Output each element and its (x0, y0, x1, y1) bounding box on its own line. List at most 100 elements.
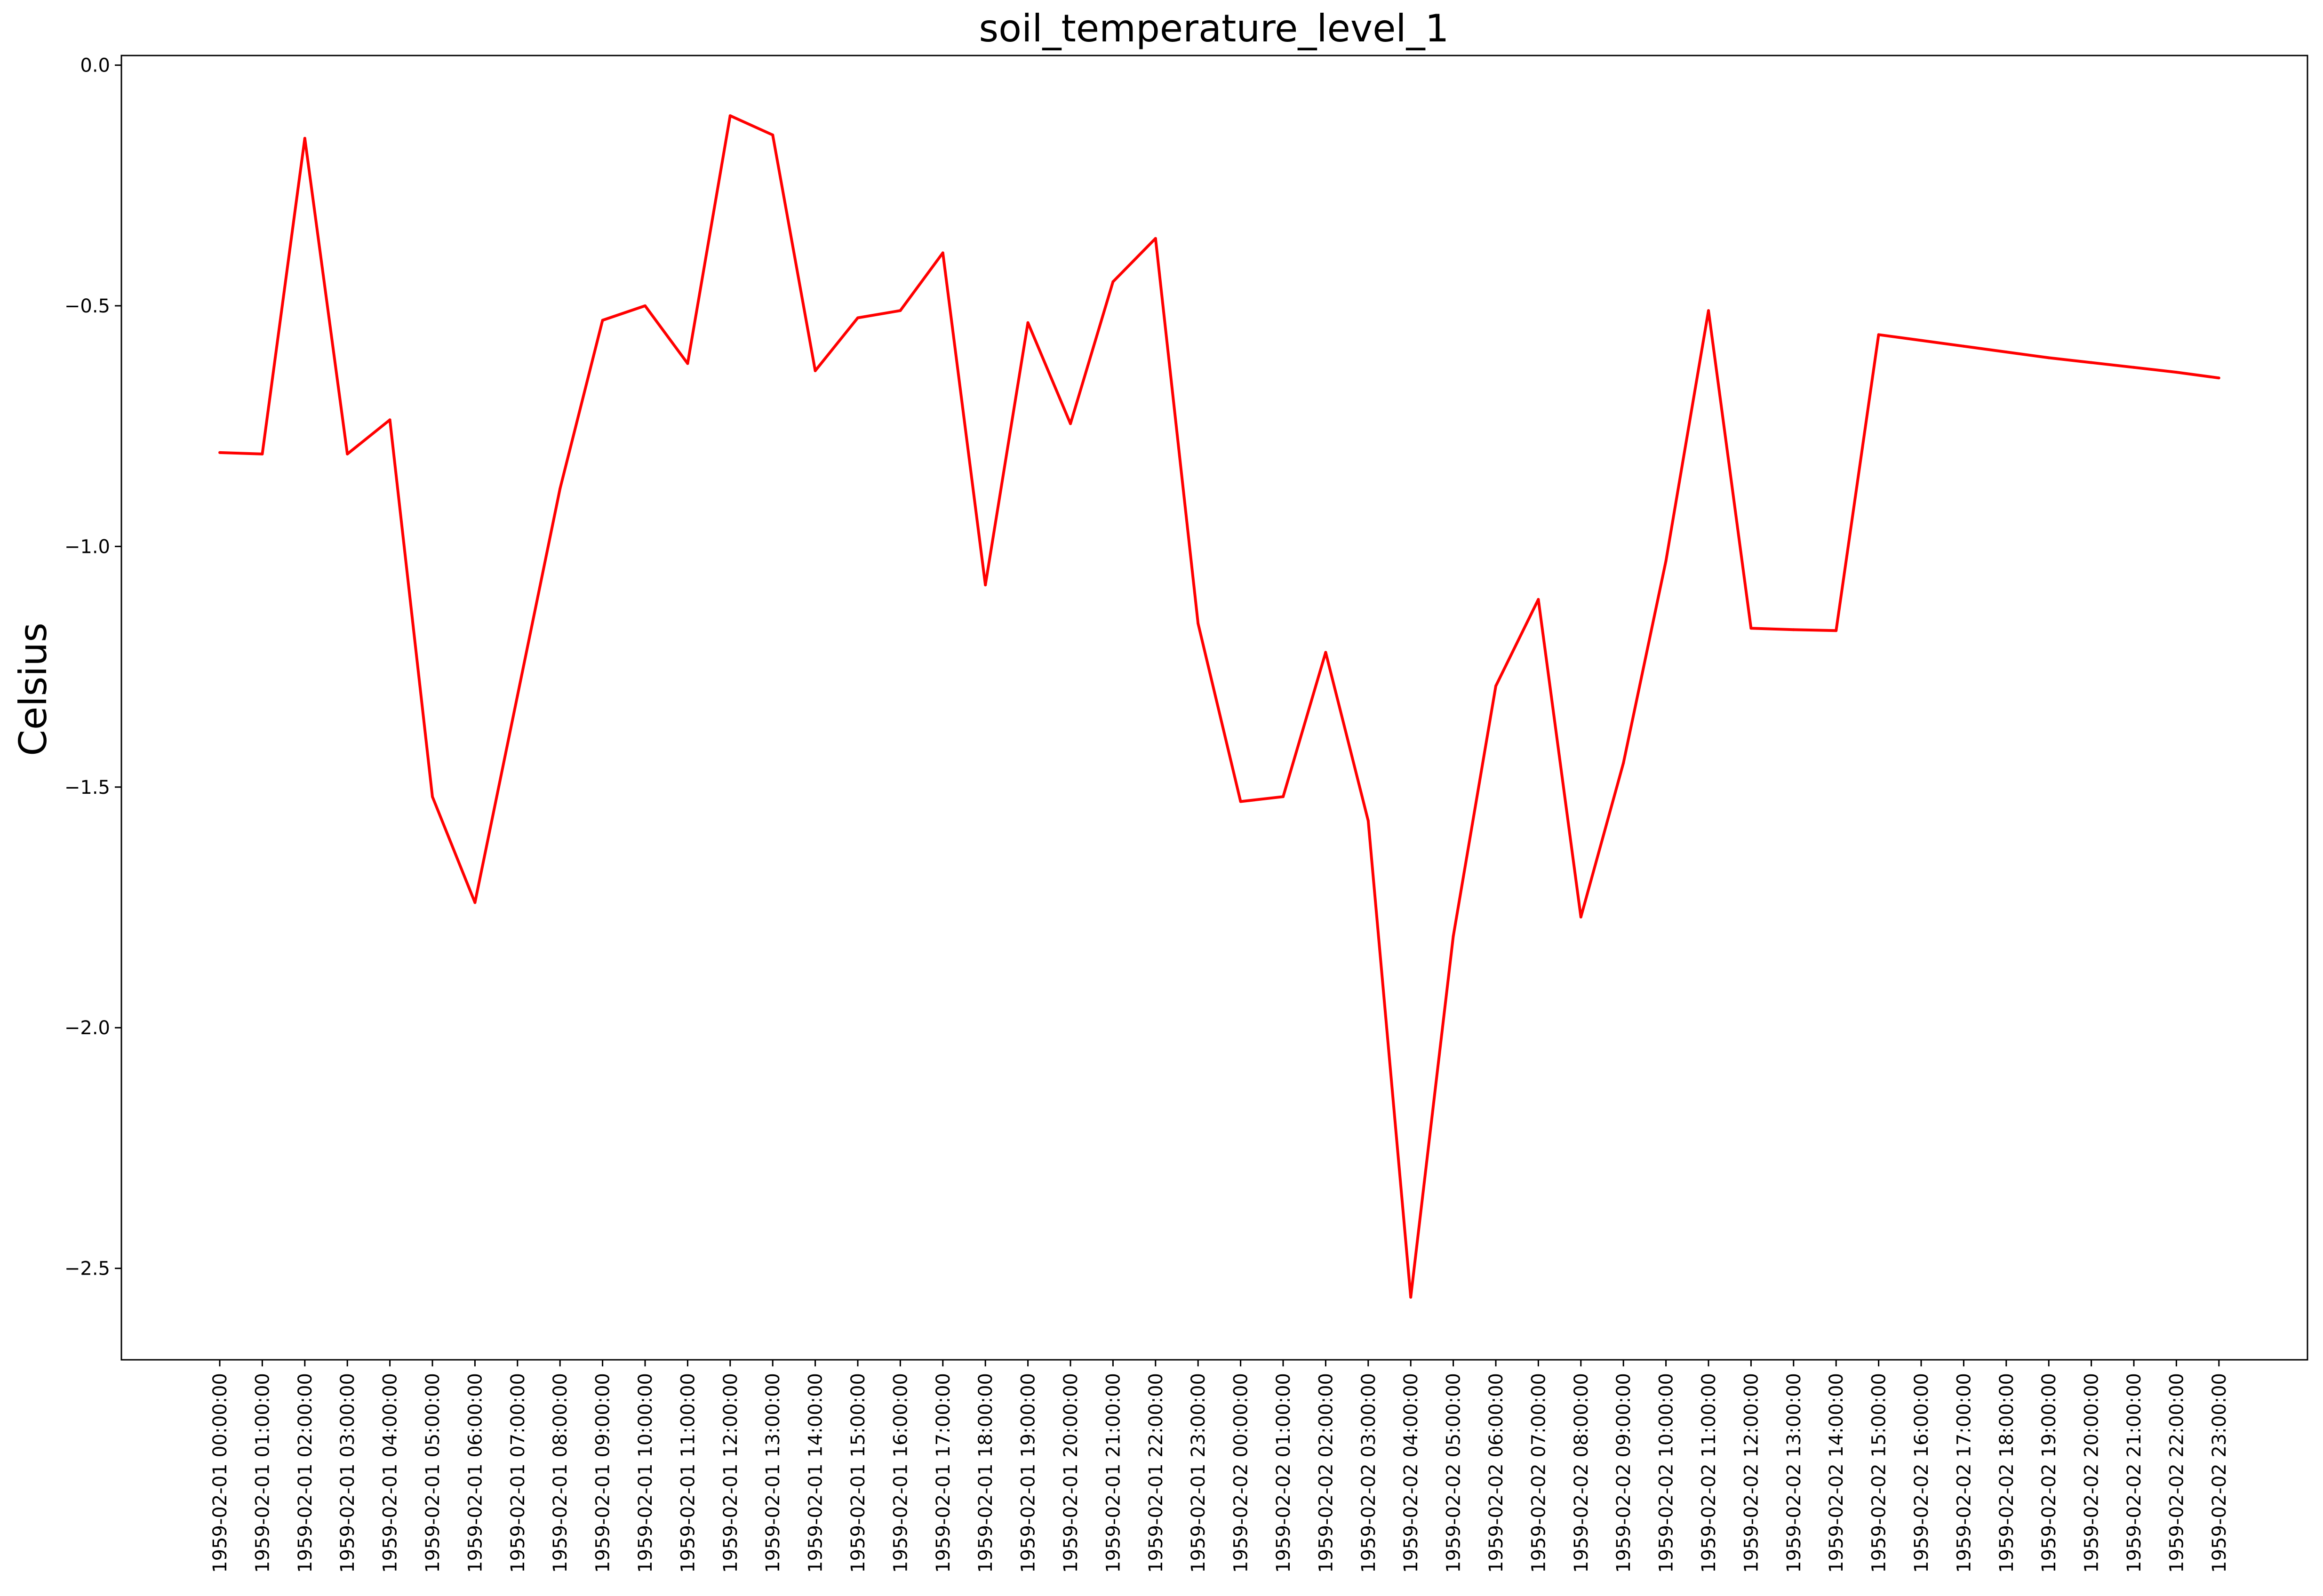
data-point (1877, 333, 1880, 336)
x-tick-label: 1959-02-02 06:00:00 (1485, 1373, 1507, 1573)
x-tick-label: 1959-02-01 14:00:00 (805, 1373, 827, 1573)
x-tick-label: 1959-02-01 17:00:00 (933, 1373, 954, 1573)
y-axis-ticks: 0.0 −0.5 −1.0 −1.5 −2.0 −2.5 (64, 55, 121, 1280)
y-axis-label: Celsius (11, 622, 55, 756)
y-tick-label: 0.0 (80, 55, 110, 76)
data-point (1962, 344, 1965, 348)
data-point (1197, 622, 1200, 625)
data-point (644, 304, 647, 307)
chart-title: soil_temperature_level_1 (979, 7, 1449, 50)
data-point (2004, 351, 2008, 354)
data-point (1409, 1296, 1413, 1299)
data-point (218, 451, 221, 454)
x-axis-ticks: 1959-02-01 00:00:00 1959-02-01 01:00:00 19… (209, 1360, 2230, 1573)
data-point (1111, 280, 1115, 283)
data-point (686, 362, 689, 365)
y-tick-label: −1.5 (64, 777, 110, 798)
data-point (1452, 934, 1455, 938)
plot-frame (120, 55, 2308, 1361)
data-point (1324, 651, 1327, 654)
x-tick-label: 1959-02-02 16:00:00 (1911, 1373, 1932, 1573)
data-point (2217, 376, 2220, 380)
x-tick-label: 1959-02-01 12:00:00 (720, 1373, 742, 1573)
data-point (2175, 371, 2178, 374)
x-tick-label: 1959-02-02 08:00:00 (1571, 1373, 1592, 1573)
x-tick-label: 1959-02-02 12:00:00 (1740, 1373, 1762, 1573)
x-tick-label: 1959-02-01 22:00:00 (1145, 1373, 1167, 1573)
x-tick-label: 1959-02-02 10:00:00 (1656, 1373, 1677, 1573)
x-tick-label: 1959-02-01 18:00:00 (975, 1373, 997, 1573)
x-tick-label: 1959-02-02 07:00:00 (1528, 1373, 1549, 1573)
x-tick-label: 1959-02-01 01:00:00 (252, 1373, 273, 1573)
x-tick-label: 1959-02-01 04:00:00 (380, 1373, 401, 1573)
data-point (1835, 629, 1838, 632)
data-point (984, 583, 987, 587)
data-point (1622, 761, 1625, 765)
x-tick-label: 1959-02-01 07:00:00 (507, 1373, 529, 1573)
series-line-0 (219, 114, 2219, 1299)
x-tick-label: 1959-02-01 03:00:00 (337, 1373, 359, 1573)
x-tick-label: 1959-02-02 23:00:00 (2209, 1373, 2230, 1573)
data-point (303, 136, 306, 140)
x-tick-label: 1959-02-02 18:00:00 (1996, 1373, 2018, 1573)
data-point (2047, 356, 2051, 359)
data-point (899, 309, 902, 312)
data-point (1920, 339, 1923, 342)
data-point (1282, 795, 1285, 798)
y-tick-label: −1.0 (64, 536, 110, 558)
y-tick-label: −2.0 (64, 1017, 110, 1039)
data-point (261, 452, 264, 455)
x-tick-label: 1959-02-02 22:00:00 (2166, 1373, 2187, 1573)
x-tick-label: 1959-02-02 14:00:00 (1826, 1373, 1847, 1573)
data-point (516, 694, 519, 697)
data-point (431, 795, 434, 798)
data-point (346, 452, 349, 455)
data-point (1069, 422, 1072, 425)
data-point (1749, 627, 1753, 630)
x-tick-label: 1959-02-01 05:00:00 (422, 1373, 444, 1573)
x-tick-label: 1959-02-01 02:00:00 (295, 1373, 316, 1573)
data-point (814, 369, 817, 372)
data-point (1154, 237, 1157, 240)
data-point (1026, 321, 1030, 324)
x-tick-label: 1959-02-02 21:00:00 (2123, 1373, 2145, 1573)
x-tick-label: 1959-02-02 13:00:00 (1783, 1373, 1805, 1573)
x-tick-label: 1959-02-02 05:00:00 (1443, 1373, 1465, 1573)
x-tick-label: 1959-02-01 20:00:00 (1060, 1373, 1082, 1573)
data-point (941, 251, 944, 255)
x-tick-label: 1959-02-01 16:00:00 (890, 1373, 911, 1573)
data-point (2090, 361, 2093, 364)
data-point (1579, 916, 1582, 918)
x-tick-label: 1959-02-01 21:00:00 (1102, 1373, 1124, 1573)
x-tick-label: 1959-02-02 20:00:00 (2081, 1373, 2103, 1573)
x-tick-label: 1959-02-01 23:00:00 (1188, 1373, 1209, 1573)
data-point (1239, 800, 1242, 803)
data-point (1664, 559, 1668, 562)
data-point (473, 901, 477, 904)
x-tick-label: 1959-02-01 15:00:00 (847, 1373, 869, 1573)
x-tick-label: 1959-02-01 09:00:00 (592, 1373, 614, 1573)
data-point (388, 418, 391, 422)
data-point (1537, 598, 1540, 601)
data-point (2132, 366, 2135, 369)
data-point (1494, 685, 1497, 687)
x-tick-label: 1959-02-02 00:00:00 (1230, 1373, 1252, 1573)
data-point (601, 319, 604, 322)
x-tick-label: 1959-02-01 06:00:00 (464, 1373, 486, 1573)
x-tick-label: 1959-02-02 15:00:00 (1868, 1373, 1890, 1573)
x-tick-label: 1959-02-02 11:00:00 (1698, 1373, 1720, 1573)
x-tick-label: 1959-02-01 11:00:00 (677, 1373, 699, 1573)
data-point (728, 114, 732, 117)
x-tick-label: 1959-02-02 02:00:00 (1315, 1373, 1337, 1573)
x-tick-label: 1959-02-01 19:00:00 (1018, 1373, 1039, 1573)
x-tick-label: 1959-02-02 17:00:00 (1953, 1373, 1975, 1573)
x-tick-label: 1959-02-01 10:00:00 (635, 1373, 656, 1573)
y-tick-label: −0.5 (64, 295, 110, 317)
x-tick-label: 1959-02-01 13:00:00 (762, 1373, 784, 1573)
data-point (1707, 309, 1710, 312)
x-tick-label: 1959-02-01 08:00:00 (550, 1373, 571, 1573)
y-tick-label: −2.5 (64, 1258, 110, 1280)
x-tick-label: 1959-02-02 09:00:00 (1613, 1373, 1635, 1573)
x-tick-label: 1959-02-02 03:00:00 (1358, 1373, 1380, 1573)
